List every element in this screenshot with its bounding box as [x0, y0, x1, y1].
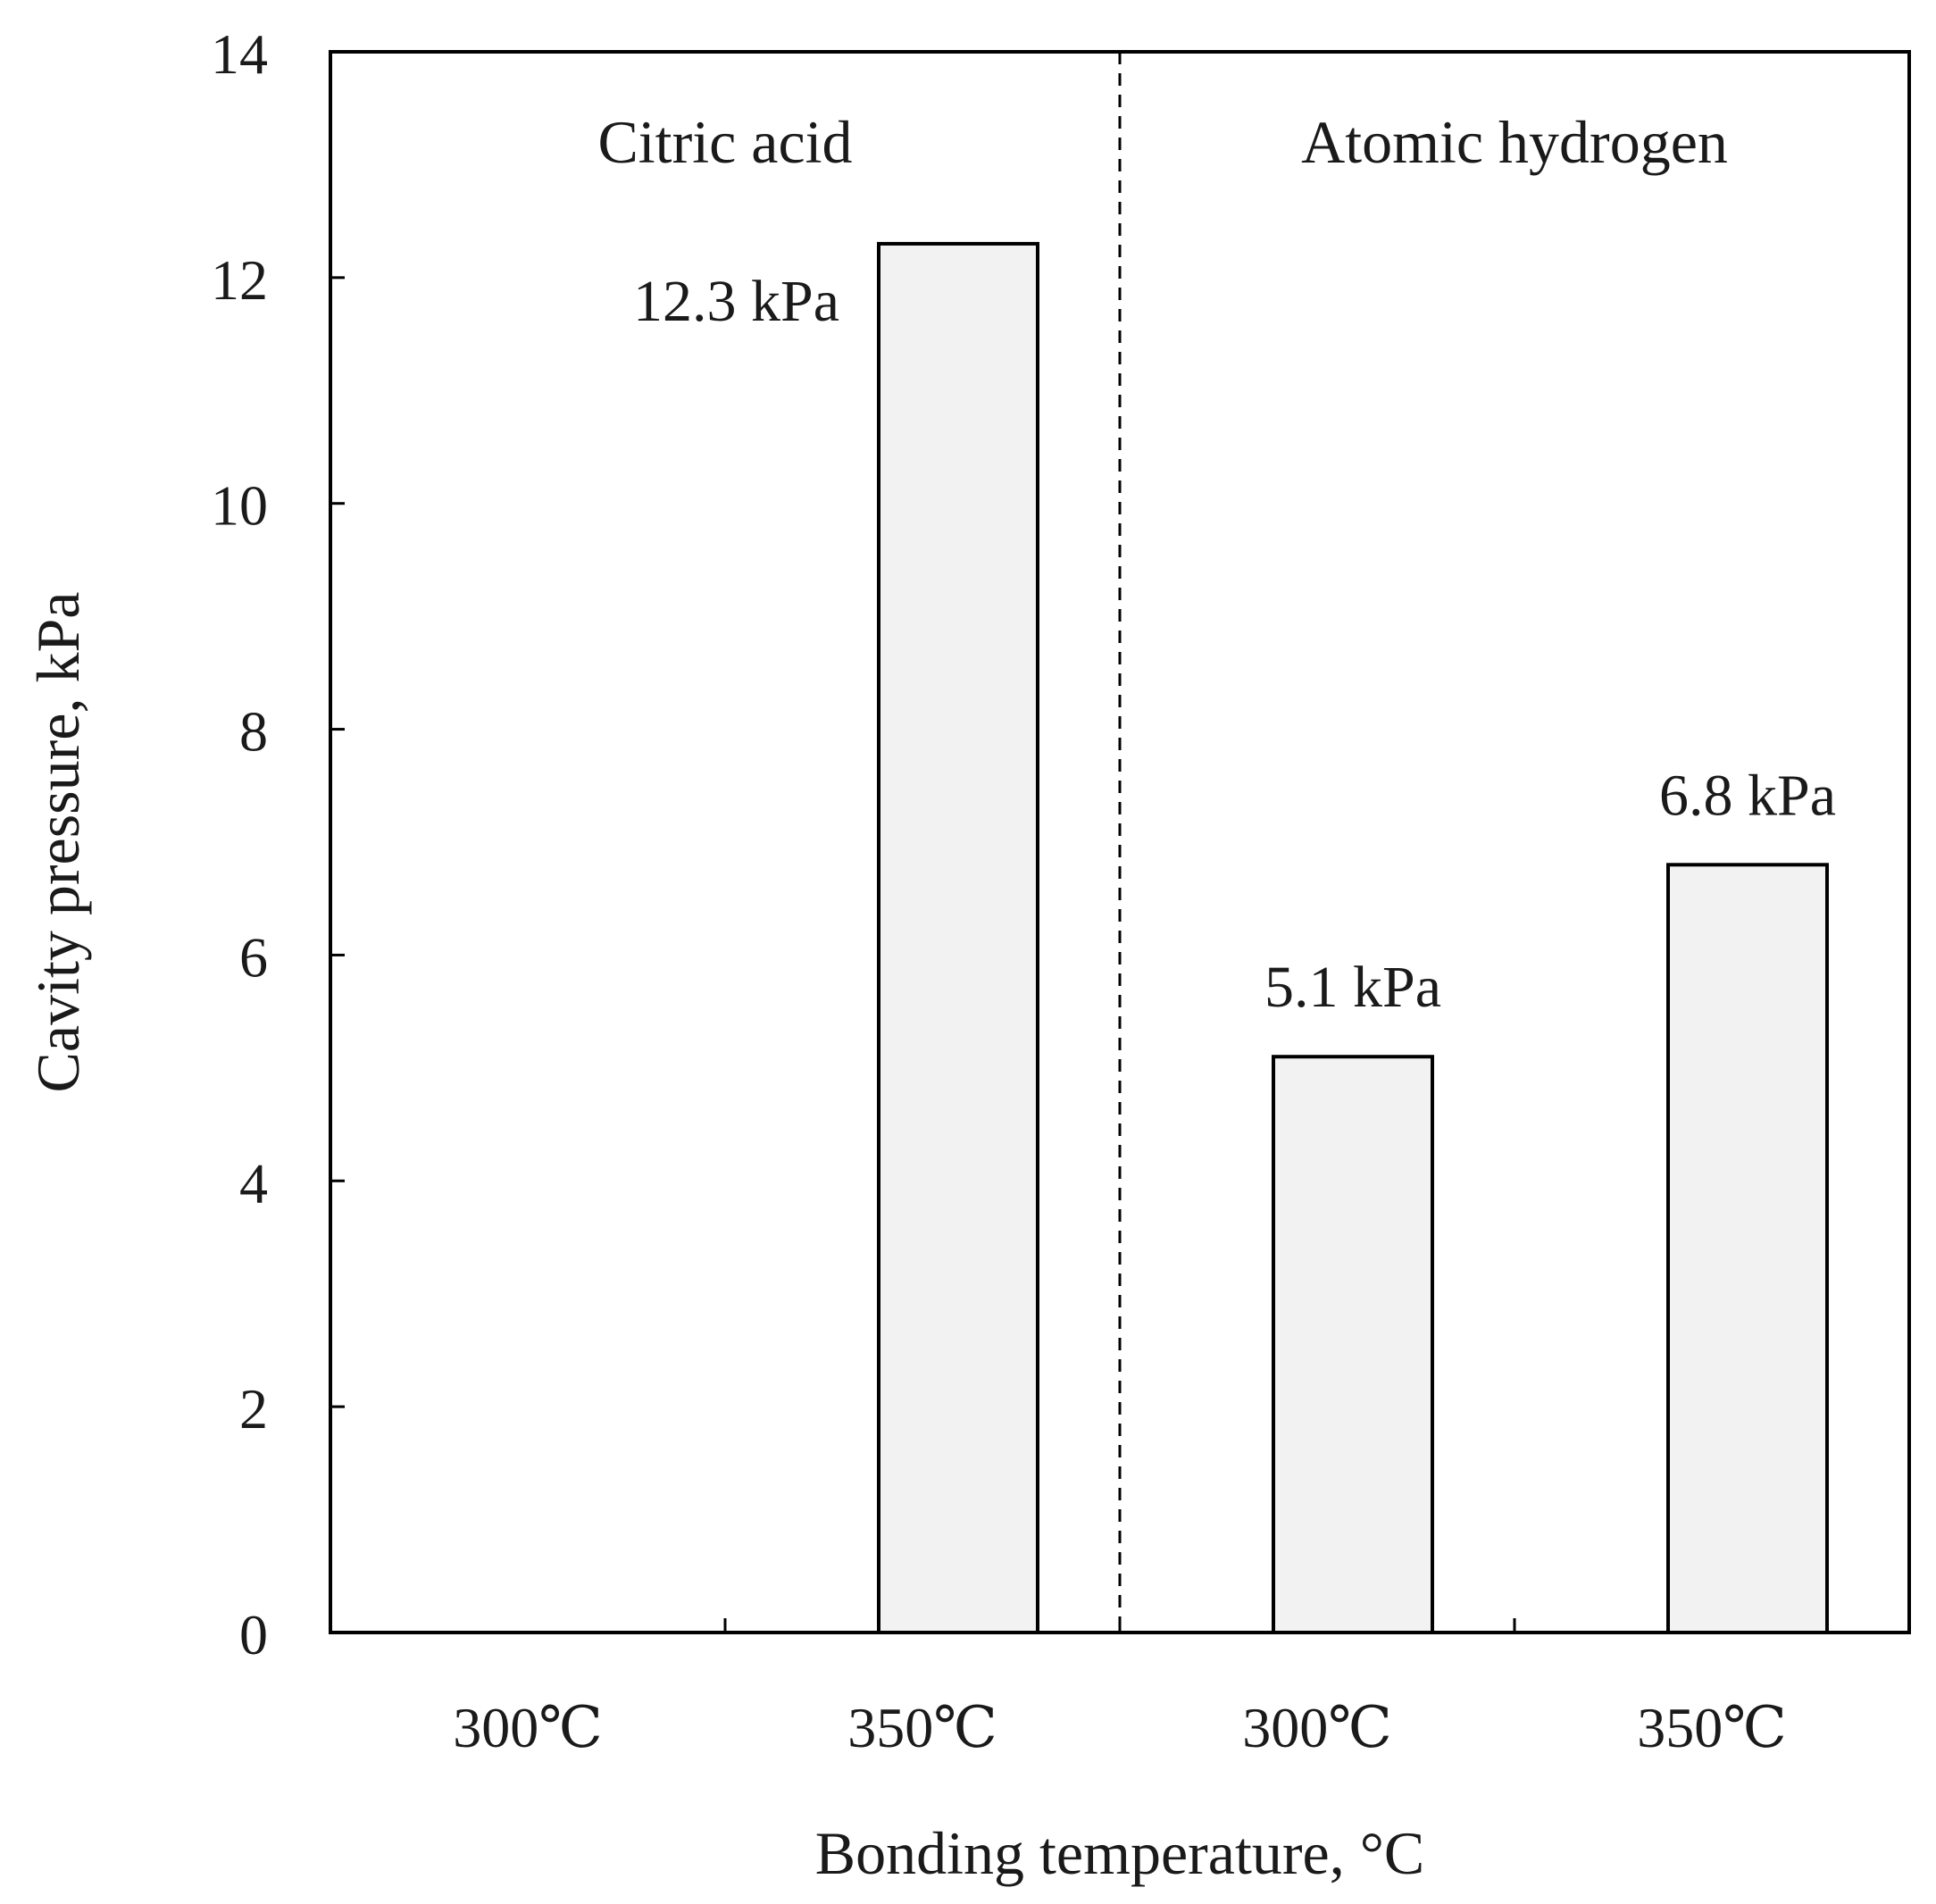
- group-label-citric-acid: Citric acid: [597, 108, 852, 176]
- y-tick-label: 2: [239, 1377, 268, 1441]
- y-tick-label: 10: [211, 474, 268, 538]
- group-label-atomic-hydrogen: Atomic hydrogen: [1301, 108, 1728, 176]
- bar: [1272, 1055, 1434, 1634]
- bar: [1666, 863, 1829, 1634]
- x-tick-label: 350℃: [847, 1696, 997, 1759]
- y-tick-label: 12: [211, 248, 268, 312]
- x-tick-label: 300℃: [1242, 1696, 1392, 1759]
- y-tick-label: 4: [239, 1151, 268, 1215]
- x-tick-label: 300℃: [453, 1696, 603, 1759]
- y-tick-label: 8: [239, 700, 268, 764]
- bar-value-label: 12.3 kPa: [633, 269, 839, 334]
- y-tick-label: 14: [211, 22, 268, 86]
- y-tick-label: 0: [239, 1603, 268, 1666]
- x-axis-label: Bonding temperature, °C: [815, 1819, 1425, 1887]
- y-tick-label: 6: [239, 925, 268, 989]
- bar: [877, 241, 1039, 1634]
- bar-value-label: 6.8 kPa: [1659, 763, 1836, 828]
- x-tick-label: 350℃: [1637, 1696, 1787, 1759]
- bar-value-label: 5.1 kPa: [1264, 955, 1441, 1020]
- y-axis-label: Cavity pressure, kPa: [24, 592, 92, 1093]
